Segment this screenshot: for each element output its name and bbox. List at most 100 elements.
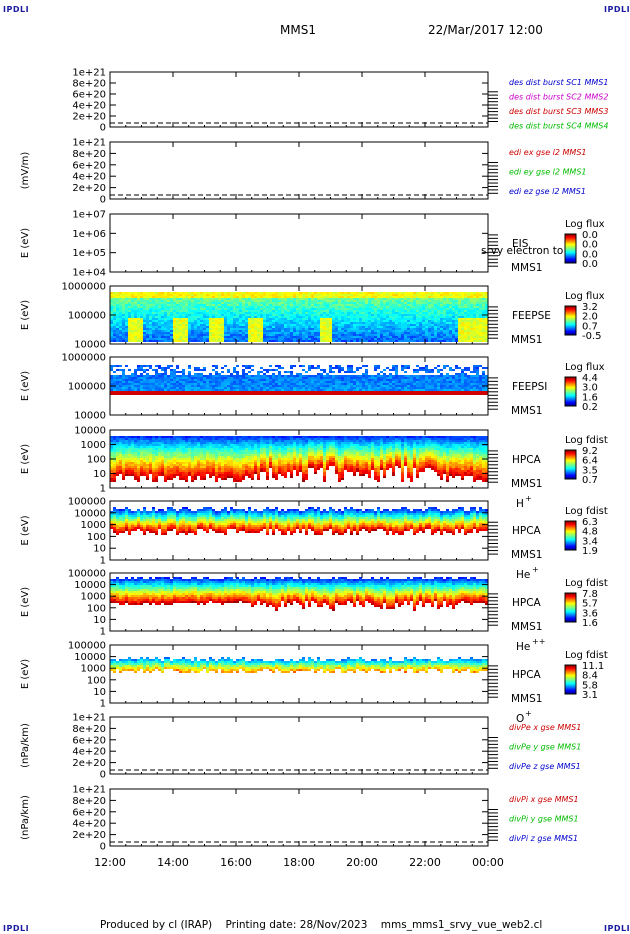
spectrogram-cell bbox=[278, 377, 281, 379]
spectrogram-cell bbox=[458, 324, 461, 326]
spectrogram-cell bbox=[266, 369, 269, 371]
spectrogram-cell bbox=[218, 338, 221, 340]
spectrogram-cell bbox=[404, 379, 407, 381]
instrument-label-feepse: FEEPSE bbox=[512, 310, 551, 322]
spectrogram-cell bbox=[188, 310, 191, 312]
spectrogram-cell bbox=[311, 322, 314, 324]
spectrogram-cell bbox=[251, 369, 254, 371]
spectrogram-cell bbox=[479, 385, 482, 387]
spectrogram-cell bbox=[377, 385, 380, 387]
spectrogram-cell bbox=[278, 381, 281, 383]
spectrogram-cell bbox=[368, 375, 371, 377]
spectrogram-cell bbox=[302, 330, 305, 332]
spectrogram-cell bbox=[296, 324, 299, 326]
spectrogram-cell bbox=[254, 340, 257, 342]
spectrogram-cell bbox=[110, 318, 113, 320]
spectrogram-cell bbox=[152, 393, 155, 395]
spectrogram-cell bbox=[302, 302, 305, 304]
spectrogram-cell bbox=[266, 318, 269, 320]
spectrogram-cell bbox=[191, 379, 194, 381]
spectrogram-cell bbox=[314, 338, 317, 340]
spectrogram-cell bbox=[392, 298, 395, 300]
spectrogram-cell bbox=[155, 391, 158, 393]
spectrogram-cell bbox=[359, 391, 362, 393]
spectrogram-cell bbox=[119, 320, 122, 322]
spectrogram-cell bbox=[341, 332, 344, 334]
spectrogram-cell bbox=[230, 324, 233, 326]
spectrogram-cell bbox=[116, 298, 119, 300]
spectrogram-cell bbox=[371, 330, 374, 332]
spectrogram-cell bbox=[371, 381, 374, 383]
spectrogram-cell bbox=[146, 312, 149, 314]
spectrogram-cell bbox=[269, 391, 272, 393]
spectrogram-cell bbox=[317, 385, 320, 387]
spectrogram-cell bbox=[476, 326, 479, 328]
spectrogram-cell bbox=[413, 385, 416, 387]
spectrogram-cell bbox=[407, 316, 410, 318]
spectrogram-cell bbox=[242, 375, 245, 377]
spectrogram-cell bbox=[476, 338, 479, 340]
spectrogram-cell bbox=[119, 314, 122, 316]
legend-entry-des: des dist burst SC4 MMS4 bbox=[509, 122, 608, 131]
spectrogram-cell bbox=[410, 314, 413, 316]
spectrogram-cell bbox=[230, 308, 233, 310]
spectrogram-cell bbox=[188, 318, 191, 320]
spectrogram-cell bbox=[275, 310, 278, 312]
spectrogram-cell bbox=[377, 296, 380, 298]
spectrogram-cell bbox=[350, 383, 353, 385]
spectrogram-cell bbox=[446, 334, 449, 336]
spectrogram-cell bbox=[239, 375, 242, 377]
spectrogram-cell bbox=[308, 298, 311, 300]
spectrogram-cell bbox=[269, 292, 272, 294]
spectrogram-cell bbox=[140, 322, 143, 324]
spectrogram-cell bbox=[203, 332, 206, 334]
spectrogram-cell bbox=[266, 298, 269, 300]
spectrogram-cell bbox=[419, 318, 422, 320]
spectrogram-cell bbox=[353, 318, 356, 320]
spectrogram-cell bbox=[113, 326, 116, 328]
spectrogram-cell bbox=[314, 391, 317, 393]
spectrogram-cell bbox=[230, 383, 233, 385]
spectrogram-cell bbox=[257, 340, 260, 342]
spectrogram-cell bbox=[347, 318, 350, 320]
spectrogram-cell bbox=[281, 328, 284, 330]
spectrogram-cell bbox=[443, 292, 446, 294]
spectrogram-cell bbox=[170, 306, 173, 308]
spectrogram-cell bbox=[176, 316, 179, 318]
spectrogram-cell bbox=[308, 324, 311, 326]
spectrogram-cell bbox=[392, 389, 395, 391]
spectrogram-cell bbox=[191, 304, 194, 306]
spectrogram-cell bbox=[245, 367, 248, 369]
spectrogram-cell bbox=[224, 365, 227, 367]
spectrogram-cell bbox=[317, 312, 320, 314]
spectrogram-cell bbox=[110, 292, 113, 294]
spectrogram-cell bbox=[254, 393, 257, 395]
spectrogram-cell bbox=[380, 294, 383, 296]
spectrogram-cell bbox=[251, 324, 254, 326]
spectrogram-cell bbox=[242, 310, 245, 312]
spectrogram-cell bbox=[188, 340, 191, 342]
spectrogram-cell bbox=[299, 377, 302, 379]
spectrogram-cell bbox=[323, 310, 326, 312]
spectrogram-cell bbox=[143, 338, 146, 340]
spectrogram-cell bbox=[290, 365, 293, 367]
spectrogram-cell bbox=[353, 375, 356, 377]
spectrogram-cell bbox=[269, 324, 272, 326]
spectrogram-cell bbox=[266, 377, 269, 379]
spectrogram-cell bbox=[203, 298, 206, 300]
spectrogram-cell bbox=[170, 381, 173, 383]
spectrogram-cell bbox=[344, 294, 347, 296]
spectrogram-cell bbox=[302, 310, 305, 312]
spectrogram-cell bbox=[422, 292, 425, 294]
spectrogram-cell bbox=[248, 302, 251, 304]
spectrogram-cell bbox=[266, 389, 269, 391]
spectrogram-cell bbox=[281, 379, 284, 381]
spectrogram-cell bbox=[182, 387, 185, 389]
spectrogram-cell bbox=[128, 375, 131, 377]
spectrogram-cell bbox=[215, 314, 218, 316]
spectrogram-cell bbox=[326, 385, 329, 387]
spectrogram-cell bbox=[347, 381, 350, 383]
spectrogram-cell bbox=[419, 298, 422, 300]
spectrogram-cell bbox=[425, 332, 428, 334]
spectrogram-cell bbox=[197, 326, 200, 328]
